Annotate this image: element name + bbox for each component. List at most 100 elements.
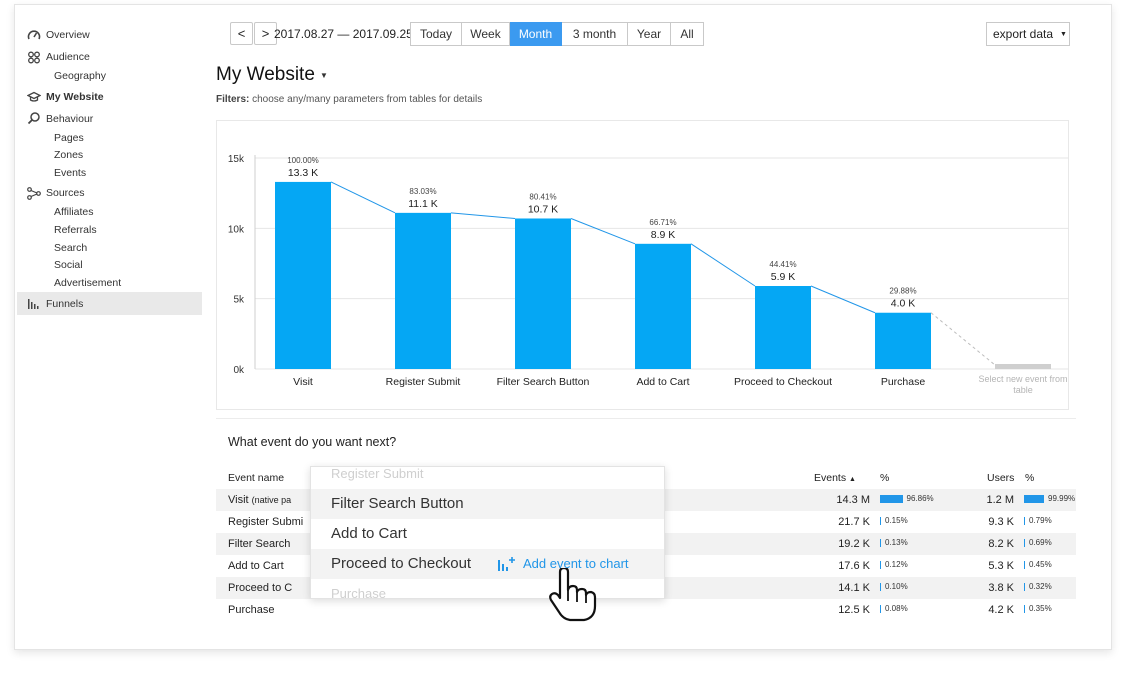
sidebar-item-affiliates[interactable]: Affiliates xyxy=(54,206,94,219)
pct-bar xyxy=(880,516,881,525)
col-events-pct[interactable]: % xyxy=(880,472,890,484)
event-note: (native pa xyxy=(251,495,292,505)
col-events[interactable]: Events ▲ xyxy=(814,472,856,484)
col-users[interactable]: Users xyxy=(987,472,1015,484)
category-label: Add to Cart xyxy=(636,376,689,388)
prev-period-button[interactable]: < xyxy=(230,22,253,45)
percent-label: 66.71% xyxy=(649,218,676,227)
users-count: 4.2 K xyxy=(988,604,1014,616)
pct-bar xyxy=(880,560,881,569)
users-pct-text: 0.45% xyxy=(1029,560,1052,569)
period-year-button[interactable]: Year xyxy=(628,22,671,46)
next-event-question: What event do you want next? xyxy=(228,435,397,449)
export-label: export data xyxy=(993,27,1054,41)
col-users-pct[interactable]: % xyxy=(1025,472,1035,484)
category-label: Filter Search Button xyxy=(497,376,590,388)
sidebar-item-geography[interactable]: Geography xyxy=(54,70,106,82)
users-pct-text: 0.69% xyxy=(1029,538,1052,547)
dropdown-item[interactable]: Purchase xyxy=(331,586,386,599)
hand-pointer-icon xyxy=(549,568,597,622)
events-count: 17.6 K xyxy=(838,560,870,572)
sidebar-item-social[interactable]: Social xyxy=(54,259,83,272)
events-pct-text: 96.86% xyxy=(906,494,934,503)
period-all-button[interactable]: All xyxy=(671,22,704,46)
y-tick-label: 0k xyxy=(233,365,245,376)
event-name-text: Add to Cart xyxy=(228,560,284,572)
period-month-button[interactable]: Month xyxy=(510,22,562,46)
page-title[interactable]: My Website xyxy=(216,64,315,85)
percent-label: 80.41% xyxy=(529,192,556,201)
period-selector: Today Week Month 3 month Year All xyxy=(410,22,704,46)
dropdown-item[interactable]: Filter Search Button xyxy=(311,489,664,519)
event-name: Filter Search xyxy=(228,538,290,550)
sidebar-item-overview[interactable]: Overview xyxy=(17,24,202,46)
sidebar-item-advertisement[interactable]: Advertisement xyxy=(54,276,122,289)
sidebar-item-referrals[interactable]: Referrals xyxy=(54,223,97,236)
period-3month-button[interactable]: 3 month xyxy=(562,22,628,46)
col-event-name[interactable]: Event name xyxy=(228,472,285,484)
share-nodes-icon xyxy=(27,186,43,200)
sidebar-item-label: My Website xyxy=(46,90,104,103)
dropdown-item-hovered[interactable]: Proceed to Checkout Add event to chart xyxy=(311,549,664,579)
funnel-bar xyxy=(395,212,451,369)
filters-label: Filters: xyxy=(216,94,250,105)
pct-bar xyxy=(1024,604,1025,613)
gauge-icon xyxy=(27,28,43,42)
events-count: 14.1 K xyxy=(838,582,870,594)
y-tick-label: 15k xyxy=(228,154,245,165)
add-event-to-chart-button[interactable]: Add event to chart xyxy=(497,549,629,579)
value-label: 4.0 K xyxy=(891,298,916,310)
funnel-bar xyxy=(875,312,931,369)
filters-line: Filters: choose any/many parameters from… xyxy=(216,94,482,105)
dropdown-item[interactable]: Register Submit xyxy=(331,466,424,481)
category-label: Purchase xyxy=(881,376,926,388)
events-pct: 0.13% xyxy=(880,538,908,547)
next-period-button[interactable]: > xyxy=(254,22,277,45)
graduation-cap-icon xyxy=(27,90,43,104)
users-count: 9.3 K xyxy=(988,516,1014,528)
table-row[interactable]: Register Submi 21.7 K 0.15% 9.3 K 0.79% xyxy=(216,511,1076,533)
sidebar-item-events[interactable]: Events xyxy=(54,166,87,179)
event-dropdown: Register Submit Filter Search Button Add… xyxy=(310,466,665,599)
pct-bar xyxy=(880,604,881,613)
sidebar-item-my-website[interactable]: My Website xyxy=(17,86,202,108)
events-pct: 0.10% xyxy=(880,582,908,591)
sidebar-item-sources[interactable]: Sources xyxy=(17,182,202,204)
sidebar-item-funnels[interactable]: Funnels xyxy=(17,292,202,316)
caret-down-icon[interactable]: ▼ xyxy=(320,71,328,80)
sidebar-item-search[interactable]: Search xyxy=(54,241,88,254)
users-pct: 0.45% xyxy=(1024,560,1052,569)
export-data-button[interactable]: export data ▼ xyxy=(986,22,1070,46)
dropdown-item-label: Proceed to Checkout xyxy=(331,555,472,572)
value-label: 13.3 K xyxy=(288,167,318,179)
event-name: Visit (native pa xyxy=(228,494,291,506)
percent-label: 100.00% xyxy=(287,156,319,165)
sidebar-item-zones[interactable]: Zones xyxy=(54,149,84,162)
events-pct-text: 0.12% xyxy=(885,560,908,569)
pct-bar xyxy=(880,582,881,591)
period-week-button[interactable]: Week xyxy=(462,22,510,46)
value-label: 8.9 K xyxy=(651,229,676,241)
pct-bar xyxy=(1024,560,1025,569)
sidebar-item-behaviour[interactable]: Behaviour xyxy=(17,108,202,130)
sidebar-item-audience[interactable]: Audience xyxy=(17,46,202,68)
table-row[interactable]: Purchase 12.5 K 0.08% 4.2 K 0.35% xyxy=(216,599,1076,621)
sidebar-item-pages[interactable]: Pages xyxy=(54,131,84,144)
table-row[interactable]: Add to Cart 17.6 K 0.12% 5.3 K 0.45% xyxy=(216,555,1076,577)
users-count: 3.8 K xyxy=(988,582,1014,594)
events-count: 21.7 K xyxy=(838,516,870,528)
placeholder-connector xyxy=(930,312,996,366)
add-chart-icon xyxy=(498,557,515,571)
dropdown-item[interactable]: Add to Cart xyxy=(331,525,407,542)
events-pct: 0.15% xyxy=(880,516,908,525)
users-pct-text: 0.32% xyxy=(1029,582,1052,591)
period-today-button[interactable]: Today xyxy=(410,22,462,46)
sidebar-item-label: Behaviour xyxy=(46,112,94,125)
sidebar: Overview Audience Geography My Website B… xyxy=(17,24,202,316)
percent-label: 29.88% xyxy=(889,287,916,296)
users-pct-text: 0.35% xyxy=(1029,604,1052,613)
events-pct: 96.86% xyxy=(880,494,934,503)
funnel-connector xyxy=(330,181,396,214)
sidebar-item-label: Sources xyxy=(46,187,85,200)
date-range[interactable]: 2017.08.27 — 2017.09.25 xyxy=(274,27,413,41)
